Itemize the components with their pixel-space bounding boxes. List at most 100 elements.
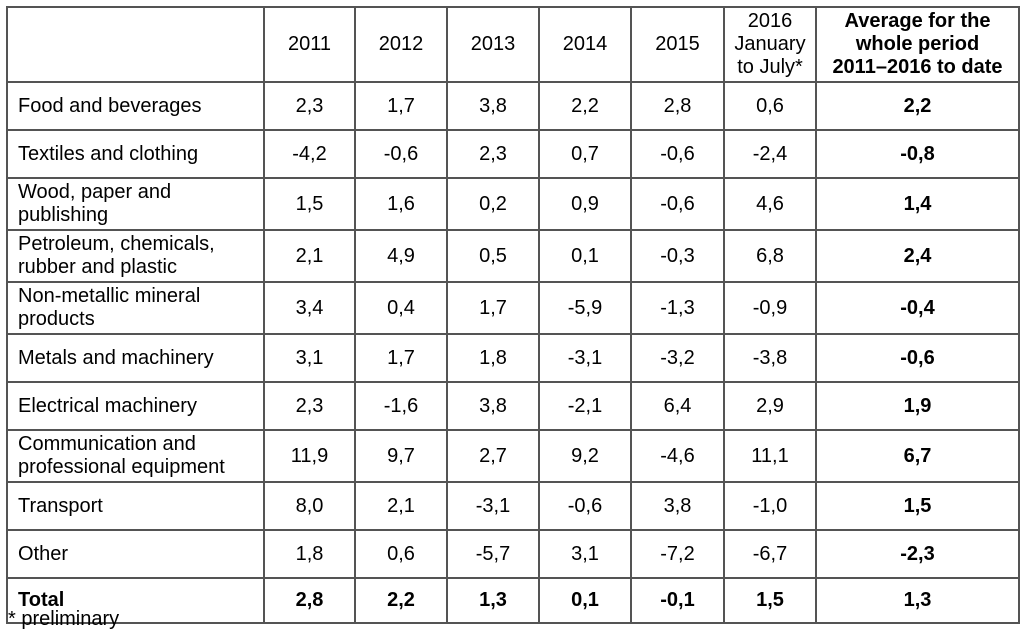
value-cell: 0,7 — [538, 129, 632, 179]
value-cell: -4,2 — [263, 129, 356, 179]
value-cell: 2,3 — [263, 381, 356, 431]
value-cell: 6,4 — [630, 381, 725, 431]
column-header-average: Average for the whole period 2011–2016 t… — [815, 6, 1020, 83]
value-cell: 3,8 — [446, 81, 540, 131]
value-cell: -0,4 — [815, 281, 1020, 335]
row-label: Non-metallic mineral products — [6, 281, 265, 335]
value-cell: 2,4 — [815, 229, 1020, 283]
table-row: Other 1,8 0,6 -5,7 3,1 -7,2 -6,7 -2,3 — [6, 529, 1020, 579]
value-cell: 1,9 — [815, 381, 1020, 431]
value-cell: -0,6 — [815, 333, 1020, 383]
value-cell: -0,6 — [630, 177, 725, 231]
row-label: Other — [6, 529, 265, 579]
value-cell: 9,7 — [354, 429, 448, 483]
row-label: Metals and machinery — [6, 333, 265, 383]
value-cell: -0,6 — [538, 481, 632, 531]
value-cell: 2,3 — [263, 81, 356, 131]
value-cell: 9,2 — [538, 429, 632, 483]
value-cell: 1,4 — [815, 177, 1020, 231]
table-row: Electrical machinery 2,3 -1,6 3,8 -2,1 6,4 2,9… — [6, 381, 1020, 431]
value-cell: 3,1 — [538, 529, 632, 579]
value-cell: 1,7 — [354, 81, 448, 131]
column-header-2015: 2015 — [630, 6, 725, 83]
value-cell: 1,5 — [815, 481, 1020, 531]
footnote: * preliminary — [8, 608, 120, 630]
value-cell: -0,6 — [354, 129, 448, 179]
value-cell: -5,9 — [538, 281, 632, 335]
value-cell: 1,8 — [446, 333, 540, 383]
table-body: Food and beverages 2,3 1,7 3,8 2,2 2,8 0,6 2,2 T… — [6, 81, 1020, 624]
value-cell: 1,7 — [446, 281, 540, 335]
value-cell: -1,6 — [354, 381, 448, 431]
value-cell: 0,6 — [723, 81, 817, 131]
value-cell: -3,2 — [630, 333, 725, 383]
value-cell: 1,7 — [354, 333, 448, 383]
data-table: 2011 2012 2013 2014 2015 2016 January to… — [6, 6, 1020, 624]
value-cell: 2,2 — [354, 577, 448, 624]
value-cell: 2,8 — [630, 81, 725, 131]
header-row: 2011 2012 2013 2014 2015 2016 January to… — [6, 6, 1020, 83]
value-cell: 1,5 — [723, 577, 817, 624]
value-cell: 0,5 — [446, 229, 540, 283]
table-row: Food and beverages 2,3 1,7 3,8 2,2 2,8 0,6 2,2 — [6, 81, 1020, 131]
value-cell: 3,1 — [263, 333, 356, 383]
value-cell: 0,6 — [354, 529, 448, 579]
value-cell: 8,0 — [263, 481, 356, 531]
value-cell: 2,7 — [446, 429, 540, 483]
value-cell: 6,7 — [815, 429, 1020, 483]
value-cell: 2,8 — [263, 577, 356, 624]
table-row: Textiles and clothing -4,2 -0,6 2,3 0,7 -0,6-… — [6, 129, 1020, 179]
value-cell: 1,5 — [263, 177, 356, 231]
value-cell: 0,2 — [446, 177, 540, 231]
column-header-2011: 2011 — [263, 6, 356, 83]
value-cell: -3,1 — [446, 481, 540, 531]
table-header: 2011 2012 2013 2014 2015 2016 January to… — [6, 6, 1020, 83]
value-cell: 0,1 — [538, 229, 632, 283]
value-cell: -4,6 — [630, 429, 725, 483]
column-header-2014: 2014 — [538, 6, 632, 83]
value-cell: 4,9 — [354, 229, 448, 283]
value-cell: 11,9 — [263, 429, 356, 483]
table-row: Petroleum, chemicals, rubber and plastic… — [6, 229, 1020, 283]
row-label: Petroleum, chemicals, rubber and plastic — [6, 229, 265, 283]
value-cell: 2,1 — [354, 481, 448, 531]
column-header-2013: 2013 — [446, 6, 540, 83]
value-cell: -0,6 — [630, 129, 725, 179]
row-label: Food and beverages — [6, 81, 265, 131]
value-cell: 0,1 — [538, 577, 632, 624]
value-cell: 3,8 — [446, 381, 540, 431]
value-cell: -2,1 — [538, 381, 632, 431]
value-cell: -3,8 — [723, 333, 817, 383]
value-cell: 1,3 — [815, 577, 1020, 624]
value-cell: 0,4 — [354, 281, 448, 335]
value-cell: -0,8 — [815, 129, 1020, 179]
table-row: Communication and professional equipment… — [6, 429, 1020, 483]
row-label: Communication and professional equipment — [6, 429, 265, 483]
value-cell: 2,2 — [815, 81, 1020, 131]
value-cell: 6,8 — [723, 229, 817, 283]
value-cell: 1,6 — [354, 177, 448, 231]
value-cell: -0,9 — [723, 281, 817, 335]
value-cell: 2,3 — [446, 129, 540, 179]
value-cell: 4,6 — [723, 177, 817, 231]
row-label: Transport — [6, 481, 265, 531]
table-row: Transport 8,0 2,1 -3,1 -0,6 3,8 -1,0 1,5 — [6, 481, 1020, 531]
value-cell: 1,3 — [446, 577, 540, 624]
value-cell: 3,8 — [630, 481, 725, 531]
value-cell: -2,3 — [815, 529, 1020, 579]
value-cell: -1,0 — [723, 481, 817, 531]
value-cell: -5,7 — [446, 529, 540, 579]
value-cell: 2,2 — [538, 81, 632, 131]
value-cell: -3,1 — [538, 333, 632, 383]
row-label: Total — [6, 577, 265, 624]
table-row: Wood, paper and publishing 1,5 1,6 0,2 0,9 -0… — [6, 177, 1020, 231]
value-cell: -1,3 — [630, 281, 725, 335]
column-header-2016-january-to-july: 2016 January to July* — [723, 6, 817, 83]
table-row: Metals and machinery 3,1 1,7 1,8 -3,1 -3,2 -3,… — [6, 333, 1020, 383]
value-cell: 2,9 — [723, 381, 817, 431]
value-cell: -0,3 — [630, 229, 725, 283]
value-cell: -2,4 — [723, 129, 817, 179]
row-label: Wood, paper and publishing — [6, 177, 265, 231]
value-cell: -0,1 — [630, 577, 725, 624]
